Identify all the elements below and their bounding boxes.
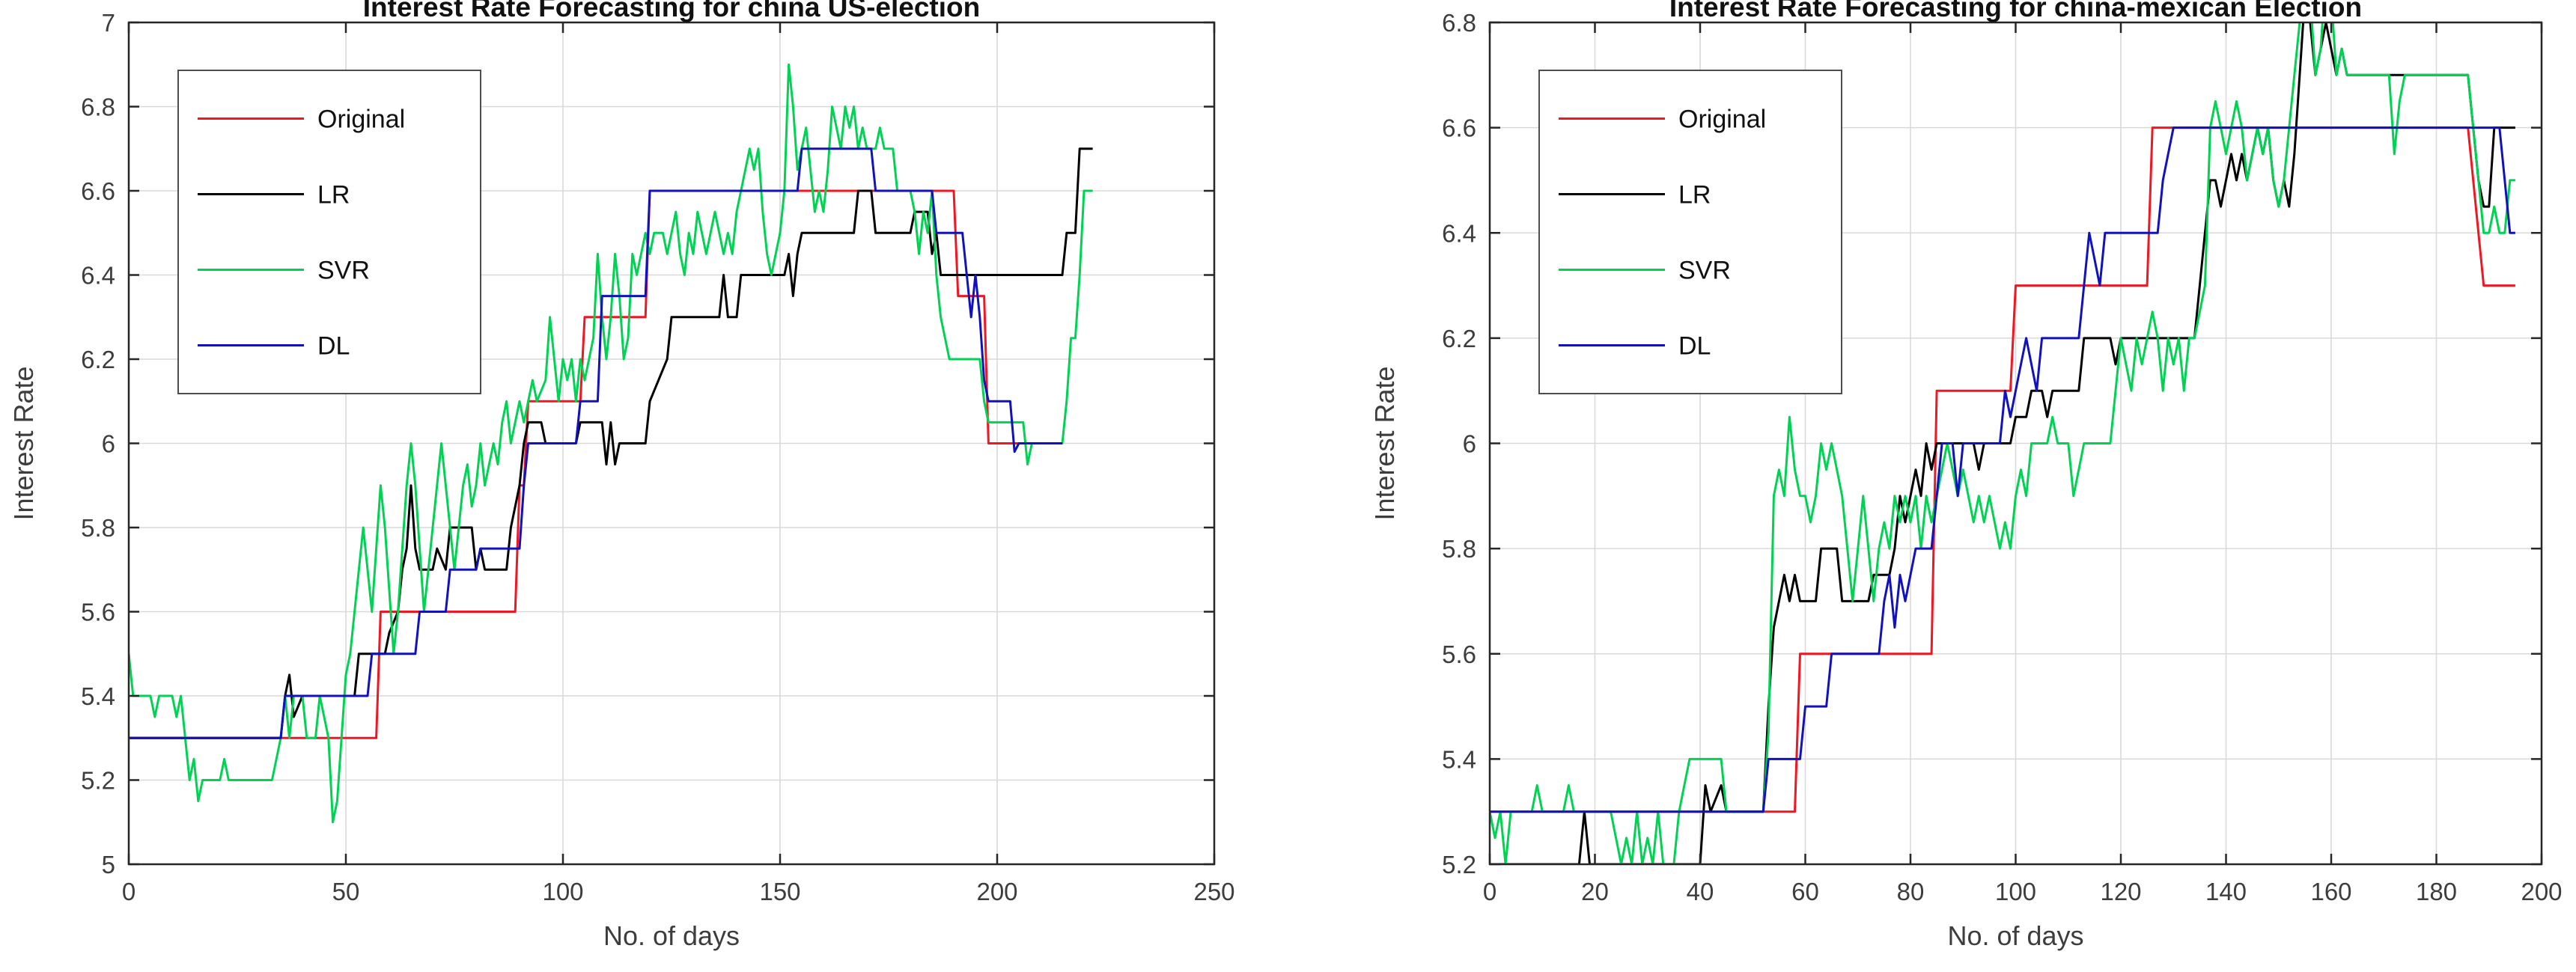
x-tick-label: 140: [2205, 878, 2247, 905]
y-tick-label: 6.6: [81, 177, 115, 205]
series-lr-line: [129, 147, 1093, 739]
y-tick-label: 5.6: [81, 599, 115, 626]
y-tick-label: 6.4: [1442, 219, 1476, 247]
x-tick-label: 100: [1995, 878, 2036, 905]
y-tick-label: 6: [102, 430, 115, 458]
y-tick-label: 5.4: [1442, 745, 1476, 773]
tick-labels: 0 50 100 150 200 250 5 5.2 5.4 5.6 5.8 6 6.2 6.4 6.6 6.…: [81, 9, 1234, 905]
x-tick-label: 0: [122, 878, 136, 905]
y-tick-label: 5: [102, 851, 115, 878]
y-tick-label: 6.4: [81, 262, 115, 290]
y-tick-label: 5.8: [1442, 535, 1476, 563]
x-tick-label: 200: [976, 878, 1017, 905]
x-tick-label: 150: [759, 878, 800, 905]
y-tick-label: 5.4: [81, 682, 115, 710]
series-lines: [1490, 22, 2515, 864]
right-chart: 0 20 40 60 80 100 120 140 160 180 200 5.2 5.4 5.6 5.8 6…: [1288, 0, 2576, 972]
x-axis-label: No. of days: [603, 920, 740, 951]
y-tick-label: 6.8: [81, 94, 115, 121]
left-chart: 0 50 100 150 200 250 5 5.2 5.4 5.6 5.8 6 6.2 6.4 6.6 6.…: [8, 0, 1235, 951]
legend-label-original: Original: [317, 106, 405, 134]
x-tick-label: 200: [2521, 878, 2562, 905]
y-axis-label: Interest Rate: [1369, 366, 1400, 520]
x-tick-label: 20: [1581, 878, 1609, 905]
y-tick-label: 5.2: [1442, 851, 1476, 878]
legend-label-original: Original: [1678, 106, 1766, 134]
axes: [1488, 21, 2543, 866]
legend-label-lr: LR: [1678, 181, 1711, 210]
legend-box: [1538, 70, 1842, 394]
x-tick-label: 120: [2100, 878, 2141, 905]
series-original-line: [129, 189, 1028, 739]
chart-background: [1288, 0, 2576, 972]
left-chart-svg: 0 50 100 150 200 250 5 5.2 5.4 5.6 5.8 6 6.2 6.4 6.6 6.…: [8, 0, 1235, 951]
tick-labels: 0 20 40 60 80 100 120 140 160 180 200 5.2 5.4 5.6 5.8 6…: [1442, 9, 2562, 905]
y-tick-label: 6: [1463, 430, 1476, 458]
series-svr-line: [1490, 22, 2515, 864]
x-tick-label: 50: [332, 878, 360, 905]
right-chart-svg: 0 20 40 60 80 100 120 140 160 180 200 5.2 5.4 5.6 5.8 6…: [1288, 0, 2576, 972]
x-tick-label: 40: [1687, 878, 1714, 905]
y-tick-label: 6.2: [81, 346, 115, 373]
y-tick-label: 5.8: [81, 514, 115, 542]
y-tick-label: 7: [102, 9, 115, 37]
legend-label-svr: SVR: [317, 257, 370, 285]
chart-title: Interest Rate Forecasting for china US-e…: [363, 0, 980, 22]
chart-title: Interest Rate Forecasting for china-mexi…: [1669, 0, 2362, 22]
x-axis-label: No. of days: [1947, 920, 2083, 951]
x-tick-label: 0: [1483, 878, 1496, 905]
x-tick-label: 160: [2310, 878, 2351, 905]
y-tick-label: 6.8: [1442, 9, 1476, 37]
legend-label-lr: LR: [317, 181, 350, 210]
legend-label-dl: DL: [317, 332, 350, 361]
x-tick-label: 180: [2416, 878, 2457, 905]
series-dl-line: [129, 147, 1062, 739]
y-tick-label: 5.6: [1442, 641, 1476, 668]
axes: [127, 21, 1216, 866]
y-axis-label: Interest Rate: [8, 366, 39, 520]
series-dl-line: [1490, 126, 2515, 813]
series-lr-line: [1490, 22, 2515, 864]
x-tick-label: 60: [1791, 878, 1819, 905]
legend: Original LR SVR DL: [177, 70, 481, 394]
series-original-line: [1490, 126, 2515, 813]
x-tick-label: 250: [1193, 878, 1234, 905]
legend-box: [177, 70, 481, 394]
legend: Original LR SVR DL: [1538, 70, 1842, 394]
x-tick-label: 80: [1897, 878, 1925, 905]
y-tick-label: 6.6: [1442, 114, 1476, 142]
series-svr-line: [129, 63, 1093, 824]
series-lines: [129, 63, 1093, 824]
legend-label-svr: SVR: [1678, 257, 1731, 285]
y-tick-label: 6.2: [1442, 325, 1476, 352]
y-tick-label: 5.2: [81, 767, 115, 795]
x-tick-label: 100: [542, 878, 583, 905]
legend-label-dl: DL: [1678, 332, 1711, 361]
